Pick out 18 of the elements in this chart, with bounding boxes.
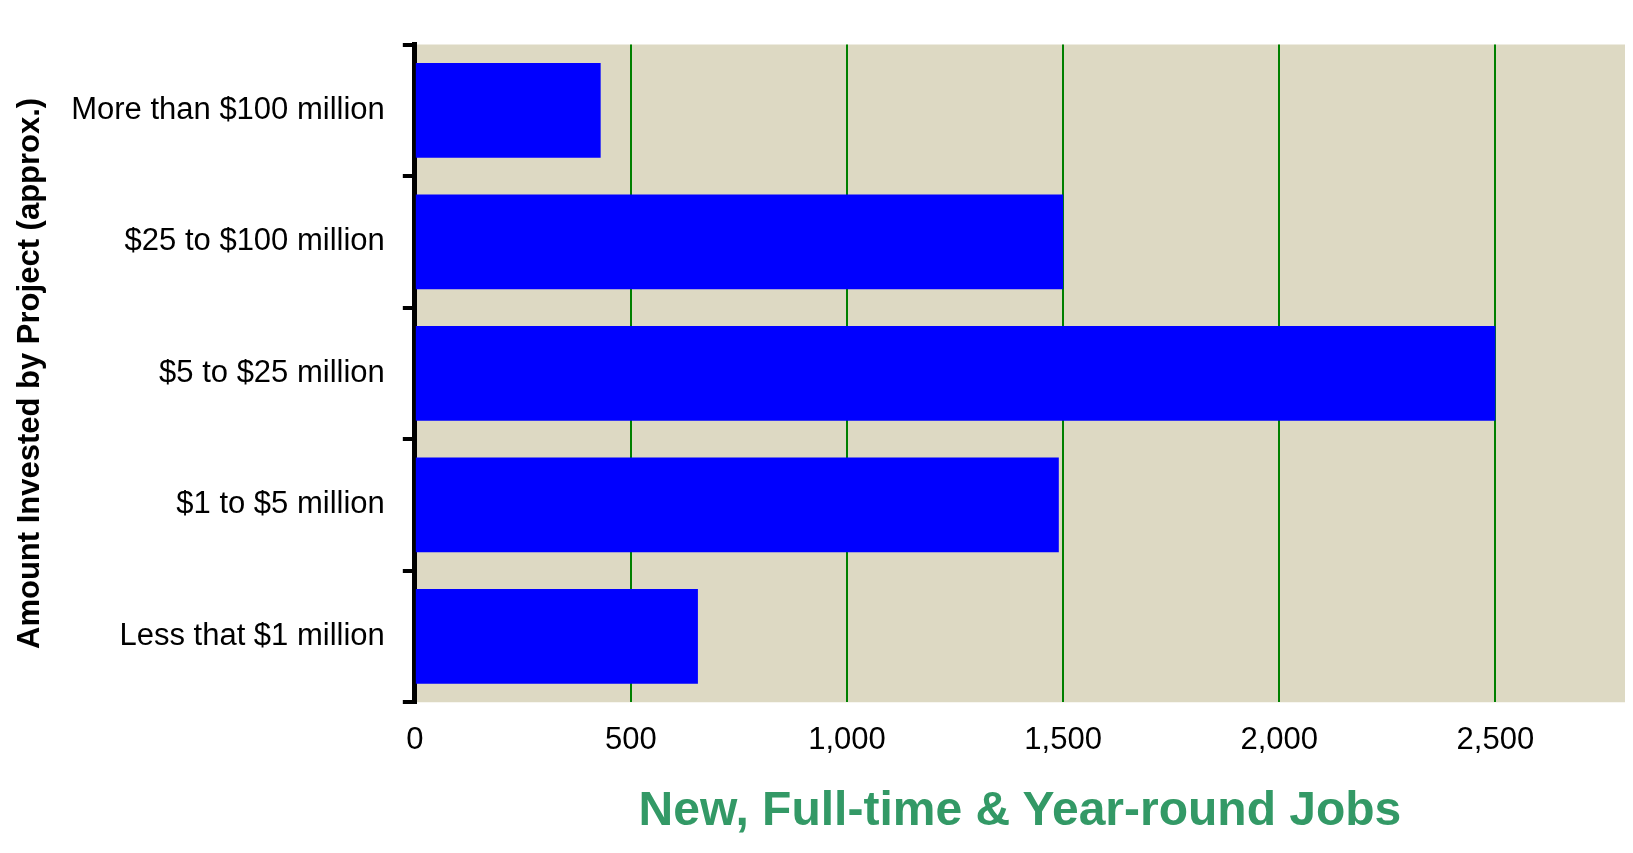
- bar: [415, 457, 1059, 553]
- x-tick-label: 1,000: [808, 721, 886, 757]
- y-tick-label: More than $100 million: [71, 90, 385, 126]
- y-tick-label: $5 to $25 million: [159, 353, 385, 389]
- x-tick-label: 500: [605, 721, 657, 757]
- x-tick-label: 2,500: [1456, 721, 1535, 757]
- bar: [415, 589, 698, 684]
- bar: [415, 63, 601, 158]
- y-axis-title: Amount Invested by Project (approx.): [11, 97, 47, 649]
- y-tick-label: Less that $1 million: [119, 616, 385, 652]
- x-tick-label: 0: [406, 721, 424, 757]
- x-axis-title: New, Full-time & Year-round Jobs: [638, 782, 1402, 836]
- y-tick-label: $1 to $5 million: [176, 485, 385, 521]
- y-tick-label: $25 to $100 million: [124, 222, 385, 258]
- bar: [415, 326, 1496, 421]
- x-tick-label: 2,000: [1240, 721, 1319, 757]
- bar: [415, 194, 1064, 290]
- x-tick-label: 1,500: [1024, 721, 1102, 757]
